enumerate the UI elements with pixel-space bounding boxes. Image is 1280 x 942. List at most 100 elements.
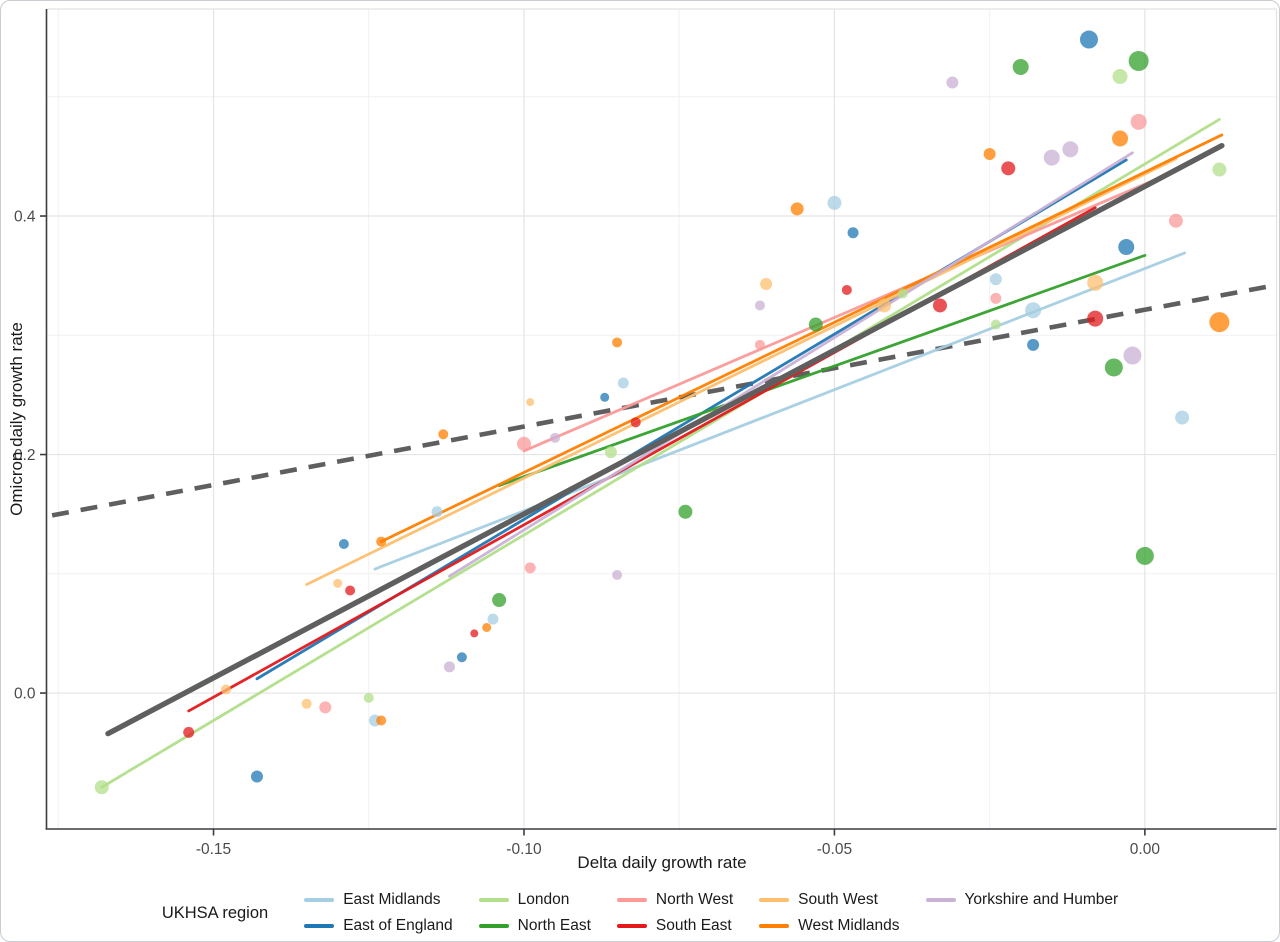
y-tick-label: 0.2 xyxy=(14,447,36,464)
data-point-london xyxy=(1112,68,1128,84)
legend-items: East Midlands East of England London North … xyxy=(304,891,1118,935)
legend-swatch-icon xyxy=(925,898,956,902)
data-point-east-midlands xyxy=(1025,302,1042,319)
data-point-yorkshire-and-humber xyxy=(1043,149,1060,166)
legend-item-south-west: South West xyxy=(759,891,899,909)
legend-item-label: South West xyxy=(798,891,878,908)
legend-swatch-icon xyxy=(759,898,790,902)
legend-item-west-midlands: West Midlands xyxy=(759,917,900,935)
data-point-south-west xyxy=(333,578,343,588)
data-point-north-west xyxy=(1168,213,1183,228)
legend-swatch-icon xyxy=(478,924,509,928)
data-point-south-east xyxy=(630,417,641,428)
data-point-yorkshire-and-humber xyxy=(612,569,623,580)
overall-fit-line xyxy=(105,142,1225,737)
data-point-south-east xyxy=(932,298,947,313)
x-tick-label: 0.00 xyxy=(1130,841,1161,858)
data-point-north-east xyxy=(1012,58,1029,75)
data-point-south-west xyxy=(526,398,535,407)
data-point-east-of-england xyxy=(338,538,349,549)
legend-item-south-east: South East xyxy=(616,917,733,935)
x-tick-label: -0.15 xyxy=(196,841,231,858)
data-point-east-midlands xyxy=(827,195,842,210)
legend-item-north-west: North West xyxy=(616,891,734,909)
legend-item-london: London xyxy=(478,891,591,909)
data-point-north-east xyxy=(1135,546,1154,565)
legend: UKHSA region East Midlands East of Englan… xyxy=(1,885,1279,941)
legend-item-label: London xyxy=(517,891,570,908)
data-point-south-west xyxy=(877,298,892,313)
legend-item-label: North West xyxy=(655,891,734,908)
data-point-north-east xyxy=(808,317,823,332)
data-point-north-east xyxy=(1128,50,1149,71)
legend-swatch-icon xyxy=(478,898,509,902)
legend-swatch-icon xyxy=(304,898,335,902)
data-point-west-midlands xyxy=(438,429,449,440)
data-point-west-midlands xyxy=(790,202,804,216)
data-point-south-east xyxy=(1087,310,1104,327)
data-point-north-west xyxy=(319,701,332,714)
legend-item-label: Yorkshire and Humber xyxy=(964,891,1119,908)
data-point-london xyxy=(94,780,109,795)
data-point-yorkshire-and-humber xyxy=(754,300,765,311)
data-point-south-west xyxy=(760,278,773,291)
data-point-east-of-england xyxy=(1118,239,1135,256)
data-point-south-east xyxy=(345,585,356,596)
regression-line-north-west xyxy=(522,169,1178,453)
y-tick-label: 0.4 xyxy=(14,209,36,226)
regression-line-west-midlands xyxy=(379,133,1224,543)
data-point-london xyxy=(990,319,1001,330)
data-point-north-west xyxy=(990,292,1002,304)
regression-line-east-midlands xyxy=(373,251,1187,571)
data-point-london xyxy=(1212,162,1227,177)
data-point-south-east xyxy=(841,284,852,295)
legend-item-label: West Midlands xyxy=(798,917,900,934)
data-point-yorkshire-and-humber xyxy=(550,432,561,443)
data-point-east-midlands xyxy=(487,613,499,625)
data-point-east-midlands xyxy=(989,273,1002,286)
data-point-south-west xyxy=(220,684,231,695)
data-point-south-east xyxy=(470,629,479,638)
data-point-london xyxy=(604,446,617,459)
data-point-west-midlands xyxy=(376,715,387,726)
data-point-west-midlands xyxy=(482,622,492,632)
legend-item-label: North East xyxy=(517,917,591,934)
x-axis-title: Delta daily growth rate xyxy=(577,853,747,872)
data-point-south-west xyxy=(1087,274,1104,291)
legend-swatch-icon xyxy=(616,898,647,902)
data-point-north-west xyxy=(1130,113,1147,130)
data-point-south-east xyxy=(183,726,195,738)
legend-item-label: South East xyxy=(655,917,732,934)
data-point-north-west xyxy=(516,436,531,451)
data-point-east-of-england xyxy=(250,770,263,783)
plot-panel xyxy=(46,9,1277,829)
legend-item-east-midlands: East Midlands xyxy=(304,891,452,909)
data-point-north-west xyxy=(524,562,536,574)
reference-line-dashed xyxy=(51,282,1276,518)
scatter-plot: -0.15 -0.10 -0.05 0.00 0.0 0.2 0.4 xyxy=(14,8,1278,858)
data-point-west-midlands xyxy=(376,536,387,547)
data-point-yorkshire-and-humber xyxy=(443,661,455,673)
data-point-east-of-england xyxy=(456,652,467,663)
data-point-west-midlands xyxy=(1209,312,1230,333)
legend-swatch-icon xyxy=(759,924,790,928)
data-point-north-east xyxy=(678,504,693,519)
data-point-east-of-england xyxy=(600,392,610,402)
y-tick-label: 0.0 xyxy=(14,686,36,703)
data-point-london xyxy=(363,692,374,703)
data-point-east-of-england xyxy=(1027,338,1040,351)
data-point-east-midlands xyxy=(1175,410,1190,425)
regression-line-south-west xyxy=(305,157,1178,586)
data-point-east-of-england xyxy=(847,227,859,239)
data-point-east-of-england xyxy=(1079,30,1098,49)
legend-item-label: East of England xyxy=(343,917,453,934)
x-tick-label: -0.05 xyxy=(817,841,852,858)
legend-title: UKHSA region xyxy=(161,903,269,922)
regression-line-yorkshire-and-humber xyxy=(448,151,1134,578)
data-point-yorkshire-and-humber xyxy=(946,76,959,89)
legend-item-label: East Midlands xyxy=(343,891,441,908)
regression-line-north-east xyxy=(497,253,1147,487)
legend-swatch-icon xyxy=(616,924,647,928)
data-point-west-midlands xyxy=(612,337,623,348)
